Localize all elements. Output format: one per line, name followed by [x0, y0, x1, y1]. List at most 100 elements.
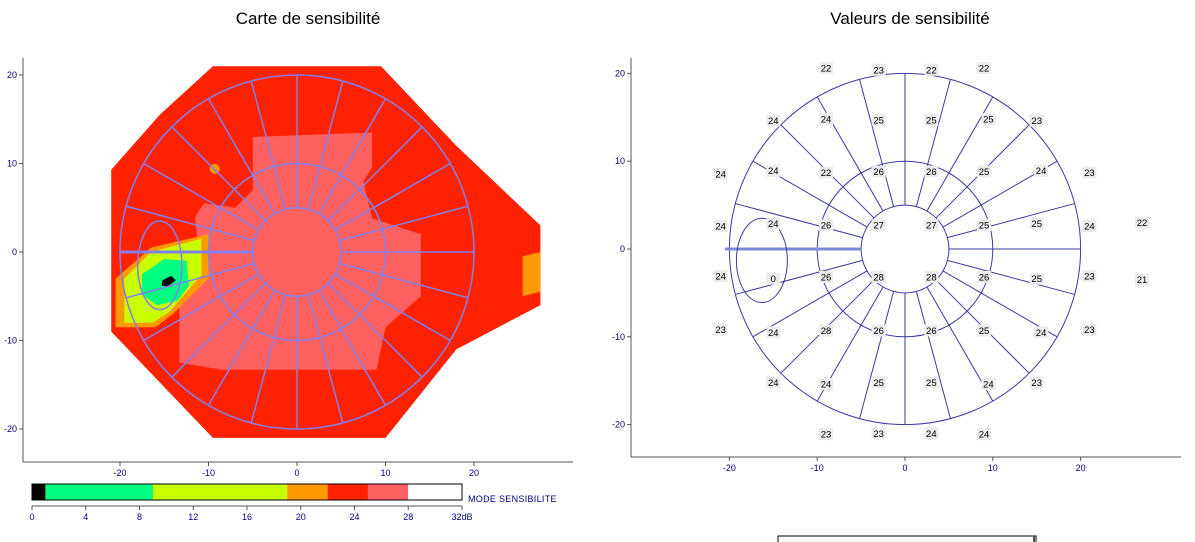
value-label-bg [1082, 220, 1097, 233]
legend-tick-label: 20 [296, 512, 306, 522]
value-label-bg [1029, 376, 1044, 389]
value-label-text: 23 [1031, 378, 1042, 389]
legend-swatch [152, 484, 288, 500]
value-label-bg [766, 114, 781, 127]
x-tick-label: 10 [380, 468, 390, 478]
grid-spoke [250, 294, 287, 424]
value-label-bg [1029, 114, 1044, 127]
grid-spoke [318, 98, 387, 215]
value-label-bg [977, 219, 992, 232]
blind-spot-ellipse [136, 220, 183, 311]
legend-mode-label: MODE SENSIBILITE [468, 494, 557, 504]
sensitivity-value: 24 [981, 378, 996, 391]
value-label-text: 26 [873, 326, 884, 337]
value-label-bg [871, 219, 886, 232]
sensitivity-value: 25 [924, 376, 939, 389]
grid-spoke [735, 203, 863, 239]
x-tick-label: -20 [113, 468, 126, 478]
value-label-bg [766, 217, 781, 230]
grid-spoke [915, 79, 951, 207]
grid-spoke [207, 289, 276, 406]
sensitivity-value: 23 [871, 427, 886, 440]
value-label-bg [924, 63, 939, 76]
value-label-text: 23 [1084, 272, 1095, 283]
value-label-text: 25 [979, 221, 990, 232]
legend-swatch [408, 484, 462, 500]
grid-spoke [171, 126, 267, 222]
sensitivity-value: 22 [924, 63, 939, 76]
grid-spoke [318, 289, 387, 406]
sensitivity-value: 25 [981, 112, 996, 125]
zone-0-1 [161, 275, 176, 287]
grid-spoke [915, 291, 951, 419]
value-label-bg [818, 62, 833, 75]
sensitivity-value: 24 [1034, 164, 1049, 177]
zone-center [252, 207, 342, 297]
grid-spoke [334, 273, 451, 342]
y-tick-label: -20 [612, 420, 625, 430]
y-tick-label: 20 [615, 68, 625, 78]
value-label-text: 27 [873, 221, 884, 232]
value-label-bg [818, 166, 833, 179]
value-label-text: 24 [1036, 328, 1047, 339]
sensitivity-value: 24 [713, 270, 728, 283]
value-label-bg [977, 428, 992, 441]
value-label-bg [1082, 323, 1097, 336]
sensitivity-heatmap [111, 66, 541, 438]
value-label-text: 22 [821, 64, 832, 75]
x-tick-label: -10 [811, 463, 824, 473]
sensitivity-value: 23 [1082, 323, 1097, 336]
value-label-bg [924, 113, 939, 126]
value-label-bg [924, 324, 939, 337]
value-label-bg [818, 219, 833, 232]
value-label-bg [713, 323, 728, 336]
value-label-text: 26 [821, 272, 832, 283]
value-label-text: 24 [1036, 166, 1047, 177]
value-label-bg [871, 165, 886, 178]
grid-spoke [327, 282, 423, 378]
x-tick-label: 20 [1076, 463, 1086, 473]
sensitivity-value: 26 [818, 270, 833, 283]
value-label-text: 25 [1031, 274, 1042, 285]
value-label-text: 24 [821, 380, 832, 391]
value-label-bg [871, 113, 886, 126]
value-label-bg [871, 270, 886, 283]
sensitivity-value: 23 [871, 63, 886, 76]
value-label-bg [766, 164, 781, 177]
value-label-bg [924, 427, 939, 440]
sensitivity-value: 23 [1082, 270, 1097, 283]
legend-tick-label: 24 [349, 512, 359, 522]
right-chart-title: Valeurs de sensibilité [830, 9, 989, 28]
y-tick-label: 10 [615, 156, 625, 166]
value-label-bg [1135, 273, 1150, 286]
value-label-text: 0 [771, 274, 776, 285]
grid-spoke [307, 294, 344, 424]
value-label-bg [1082, 270, 1097, 283]
value-label-bg [977, 62, 992, 75]
y-tick-label: -10 [612, 332, 625, 342]
y-tick-label: -20 [4, 424, 17, 434]
value-label-text: 22 [1137, 218, 1148, 229]
sensitivity-value: 26 [871, 324, 886, 337]
value-label-text: 25 [1031, 219, 1042, 230]
legend-tick-label: 12 [188, 512, 198, 522]
value-label-bg [713, 220, 728, 233]
value-label-text: 24 [979, 430, 990, 441]
sensitivity-value: 25 [924, 113, 939, 126]
value-label-text: 23 [821, 430, 832, 441]
value-label-text: 23 [873, 429, 884, 440]
sensitivity-value: 26 [924, 324, 939, 337]
legend-tick-label: 16 [242, 512, 252, 522]
value-label-text: 24 [768, 116, 779, 127]
value-label-bg [766, 326, 781, 339]
value-label-bg [1029, 272, 1044, 285]
value-label-text: 22 [821, 168, 832, 179]
value-label-text: 25 [979, 167, 990, 178]
blind-spot-ellipse [735, 217, 788, 304]
sensitivity-value: 26 [818, 219, 833, 232]
value-label-text: 24 [768, 378, 779, 389]
value-label-bg [713, 168, 728, 181]
value-label-bg [766, 376, 781, 389]
